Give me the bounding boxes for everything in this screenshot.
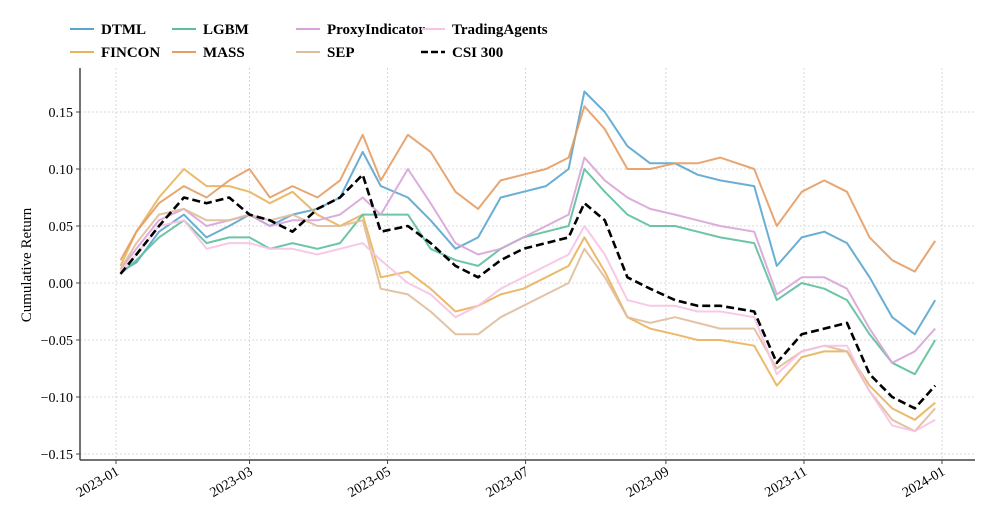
y-tick-label: 0.15 <box>49 106 74 121</box>
grid <box>80 68 975 460</box>
x-tick-label: 2023-07 <box>484 464 532 500</box>
y-tick-label: 0.00 <box>49 277 74 292</box>
legend-label: MASS <box>203 45 245 61</box>
legend-label: FINCON <box>101 45 160 61</box>
series-line-tradingagents <box>119 219 936 433</box>
axes <box>79 68 975 461</box>
series-line-dtml <box>120 90 937 336</box>
series-line-mass <box>119 105 937 273</box>
legend: DTML FINCON LGBM MASS ProxyIndicator SEP Tradi… <box>70 22 548 61</box>
x-tick-label: 2024-01 <box>900 464 948 500</box>
legend-label: SEP <box>327 45 355 61</box>
legend-label: CSI 300 <box>452 45 503 61</box>
legend-label: ProxyIndicator <box>327 22 425 38</box>
legend-label: TradingAgents <box>452 22 548 38</box>
legend-label: LGBM <box>203 22 249 38</box>
x-tick-label: 2023-11 <box>762 464 809 500</box>
x-tick-label: 2023-09 <box>624 464 672 500</box>
y-tick-label: −0.10 <box>41 391 73 406</box>
x-tick-label: 2023-03 <box>208 464 256 500</box>
legend-label: DTML <box>101 22 146 38</box>
series-layer <box>119 90 937 433</box>
y-tick-label: −0.05 <box>41 334 73 349</box>
y-ticks: −0.15 −0.10 −0.05 0.00 0.05 0.10 0.15 <box>41 106 80 463</box>
series-line-csi-300 <box>119 173 937 410</box>
series-line-lgbm <box>119 168 937 376</box>
y-tick-label: −0.15 <box>41 448 73 463</box>
series-line-fincon <box>119 168 936 421</box>
y-tick-label: 0.10 <box>49 163 74 178</box>
y-axis-title: Cumulative Return <box>19 207 35 322</box>
x-tick-label: 2023-01 <box>74 464 122 500</box>
x-tick-label: 2023-05 <box>346 464 394 500</box>
x-ticks: 2023-01 2023-03 2023-05 2023-07 2023-09 2023-… <box>74 460 948 501</box>
y-tick-label: 0.05 <box>49 220 74 235</box>
